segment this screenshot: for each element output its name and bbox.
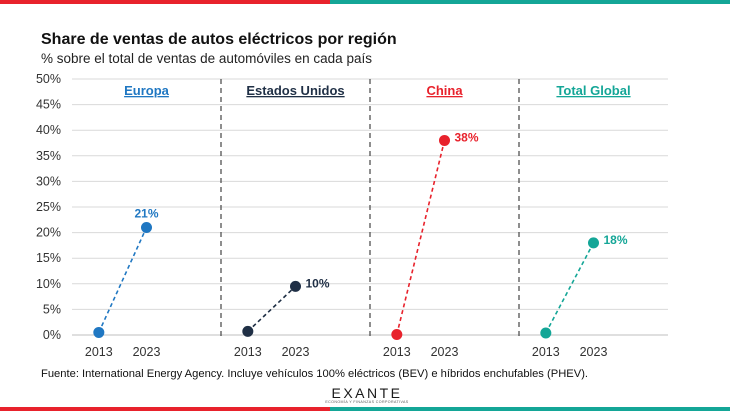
x-tick-label: 2013 [234, 345, 262, 359]
bottom-accent-red [0, 407, 330, 411]
x-tick-label: 2023 [580, 345, 608, 359]
data-point-start-3 [540, 327, 552, 339]
x-tick-label: 2023 [282, 345, 310, 359]
top-accent-bar [0, 0, 730, 4]
y-tick-label: 5% [43, 302, 61, 316]
data-label-0: 21% [134, 206, 158, 220]
region-label-0: Europa [124, 83, 170, 98]
y-tick-label: 35% [36, 149, 61, 163]
chart-subtitle: % sobre el total de ventas de automóvile… [41, 51, 372, 66]
series-line-0 [98, 227, 148, 333]
bottom-accent-teal [330, 407, 730, 411]
y-tick-label: 25% [36, 200, 61, 214]
y-tick-label: 20% [36, 226, 61, 240]
x-tick-label: 2013 [532, 345, 560, 359]
logo-name: EXANTE [331, 385, 403, 401]
y-tick-label: 50% [36, 72, 61, 86]
y-tick-label: 30% [36, 174, 61, 188]
series-line-1 [247, 285, 297, 332]
y-tick-label: 0% [43, 328, 61, 342]
y-tick-label: 45% [36, 98, 61, 112]
data-label-3: 18% [604, 233, 628, 247]
top-accent-teal [330, 0, 730, 4]
data-point-end-3 [588, 237, 599, 249]
data-point-start-2 [391, 328, 403, 340]
source-note: Fuente: International Energy Agency. Inc… [41, 368, 589, 380]
x-tick-label: 2013 [383, 345, 411, 359]
logo-tagline: ECONOMÍA Y FINANZAS CORPORATIVAS [325, 400, 409, 404]
series-line-2 [396, 140, 446, 335]
x-tick-label: 2023 [431, 345, 459, 359]
region-label-2: China [426, 83, 463, 98]
data-label-1: 10% [306, 276, 330, 290]
bottom-accent-bar [0, 407, 730, 411]
data-point-end-0 [141, 221, 152, 233]
y-tick-label: 10% [36, 277, 61, 291]
top-accent-red [0, 0, 330, 4]
y-tick-label: 40% [36, 123, 61, 137]
data-point-start-0 [93, 326, 105, 338]
data-point-start-1 [242, 325, 254, 337]
data-point-end-2 [439, 134, 450, 146]
region-label-3: Total Global [556, 83, 630, 98]
region-label-1: Estados Unidos [246, 83, 344, 98]
series-line-3 [545, 242, 595, 334]
x-tick-label: 2013 [85, 345, 113, 359]
data-label-2: 38% [455, 130, 479, 144]
y-tick-label: 15% [36, 251, 61, 265]
data-point-end-1 [290, 280, 301, 292]
chart-title: Share de ventas de autos eléctricos por … [41, 31, 397, 48]
x-tick-label: 2023 [133, 345, 161, 359]
exante-logo: EXANTE ECONOMÍA Y FINANZAS CORPORATIVAS [322, 386, 412, 405]
chart: 0% 5% 10% 15% 20% 25% 30% 35% 40% 45% 50% Europa 21%… [36, 72, 668, 359]
